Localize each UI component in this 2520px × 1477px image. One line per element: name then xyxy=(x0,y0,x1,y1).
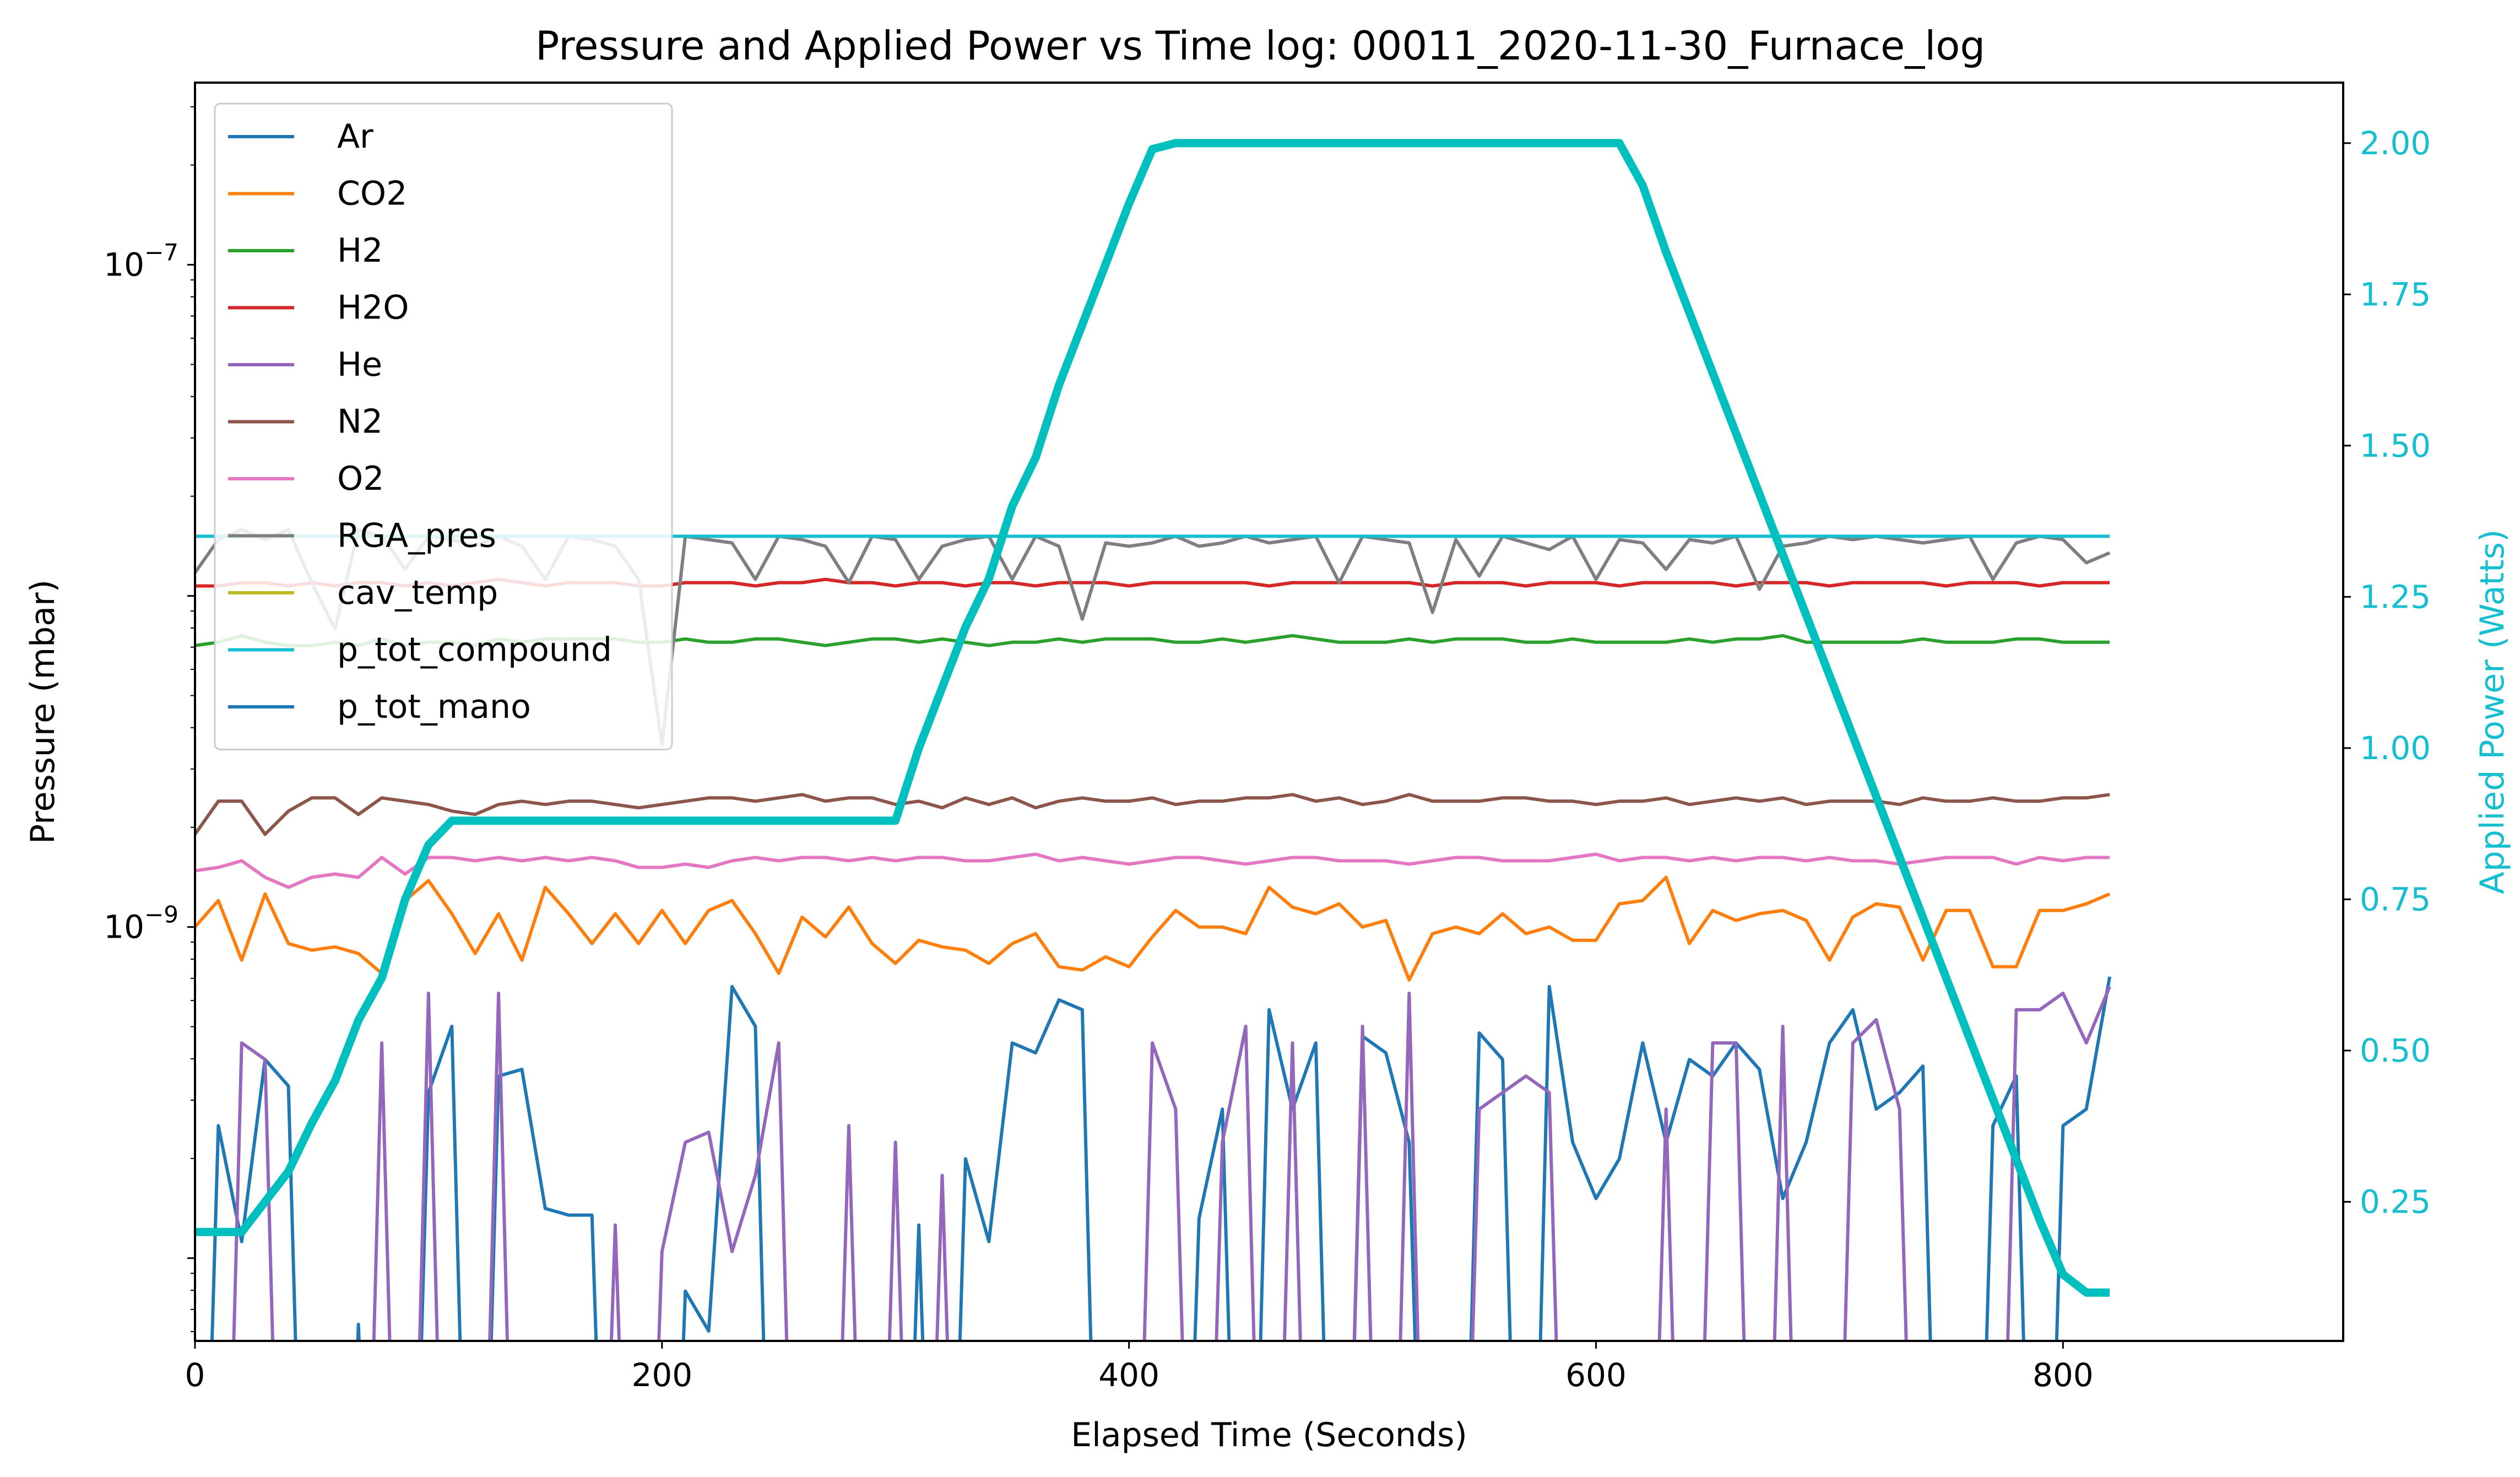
legend-label: RGA_pres xyxy=(337,517,496,555)
applied-power-line xyxy=(195,139,2110,1297)
y-right-tick-label: 0.75 xyxy=(2360,880,2431,918)
series-line-ar xyxy=(210,976,2112,1341)
x-tick-label: 800 xyxy=(2033,1356,2094,1394)
legend-label: N2 xyxy=(337,403,383,441)
legend-label: cav_temp xyxy=(337,574,498,612)
x-axis-label: Elapsed Time (Seconds) xyxy=(1071,1416,1467,1454)
y-left-tick-label: 10−7 xyxy=(104,239,178,284)
legend-label: Ar xyxy=(337,117,373,156)
x-tick-label: 200 xyxy=(631,1356,692,1394)
legend-label: p_tot_compound xyxy=(337,631,612,669)
y-right-tick-label: 1.75 xyxy=(2360,275,2431,313)
x-tick-label: 400 xyxy=(1098,1356,1159,1394)
power-series-group xyxy=(195,139,2110,1297)
right-y-axis: 0.25 0.50 0.75 1.00 1.25 1.50 1.75 2.00 xyxy=(2343,125,2431,1220)
series-line-o2 xyxy=(195,852,2110,889)
pressure-series-group xyxy=(195,528,2112,1341)
y-right-tick-label: 1.50 xyxy=(2360,427,2431,464)
series-line-he xyxy=(232,986,2111,1341)
x-axis: 0 200 400 600 800 xyxy=(185,1341,2094,1394)
legend-label: p_tot_mano xyxy=(337,688,531,726)
y-right-tick-label: 1.25 xyxy=(2360,578,2431,615)
left-y-axis: 10−310−510−710−9 xyxy=(104,106,195,1333)
right-y-axis-label: Applied Power (Watts) xyxy=(2473,529,2512,895)
plot-frame xyxy=(194,82,2344,1342)
legend-label: He xyxy=(337,345,382,384)
legend-label: H2O xyxy=(337,289,409,327)
series-line-co2 xyxy=(195,875,2111,982)
chart-title: Pressure and Applied Power vs Time log: … xyxy=(535,23,1985,69)
x-tick-label: 0 xyxy=(185,1356,205,1394)
legend-label: CO2 xyxy=(337,175,407,213)
legend-label: H2 xyxy=(337,231,383,270)
legend: Ar CO2 H2 H2O He N2 O2 RGA_pres cav_temp p_tot_co… xyxy=(214,102,673,750)
series-line-n2 xyxy=(195,793,2110,836)
legend-label: O2 xyxy=(337,459,384,498)
y-right-tick-label: 0.25 xyxy=(2360,1183,2431,1220)
legend-box xyxy=(214,102,673,750)
y-right-tick-label: 0.50 xyxy=(2360,1032,2431,1069)
y-left-tick-label: 10−9 xyxy=(104,901,178,946)
x-tick-label: 600 xyxy=(1565,1356,1627,1394)
y-right-tick-label: 1.00 xyxy=(2360,729,2431,767)
left-y-axis-label: Pressure (mbar) xyxy=(24,580,62,844)
y-right-tick-label: 2.00 xyxy=(2360,125,2431,162)
